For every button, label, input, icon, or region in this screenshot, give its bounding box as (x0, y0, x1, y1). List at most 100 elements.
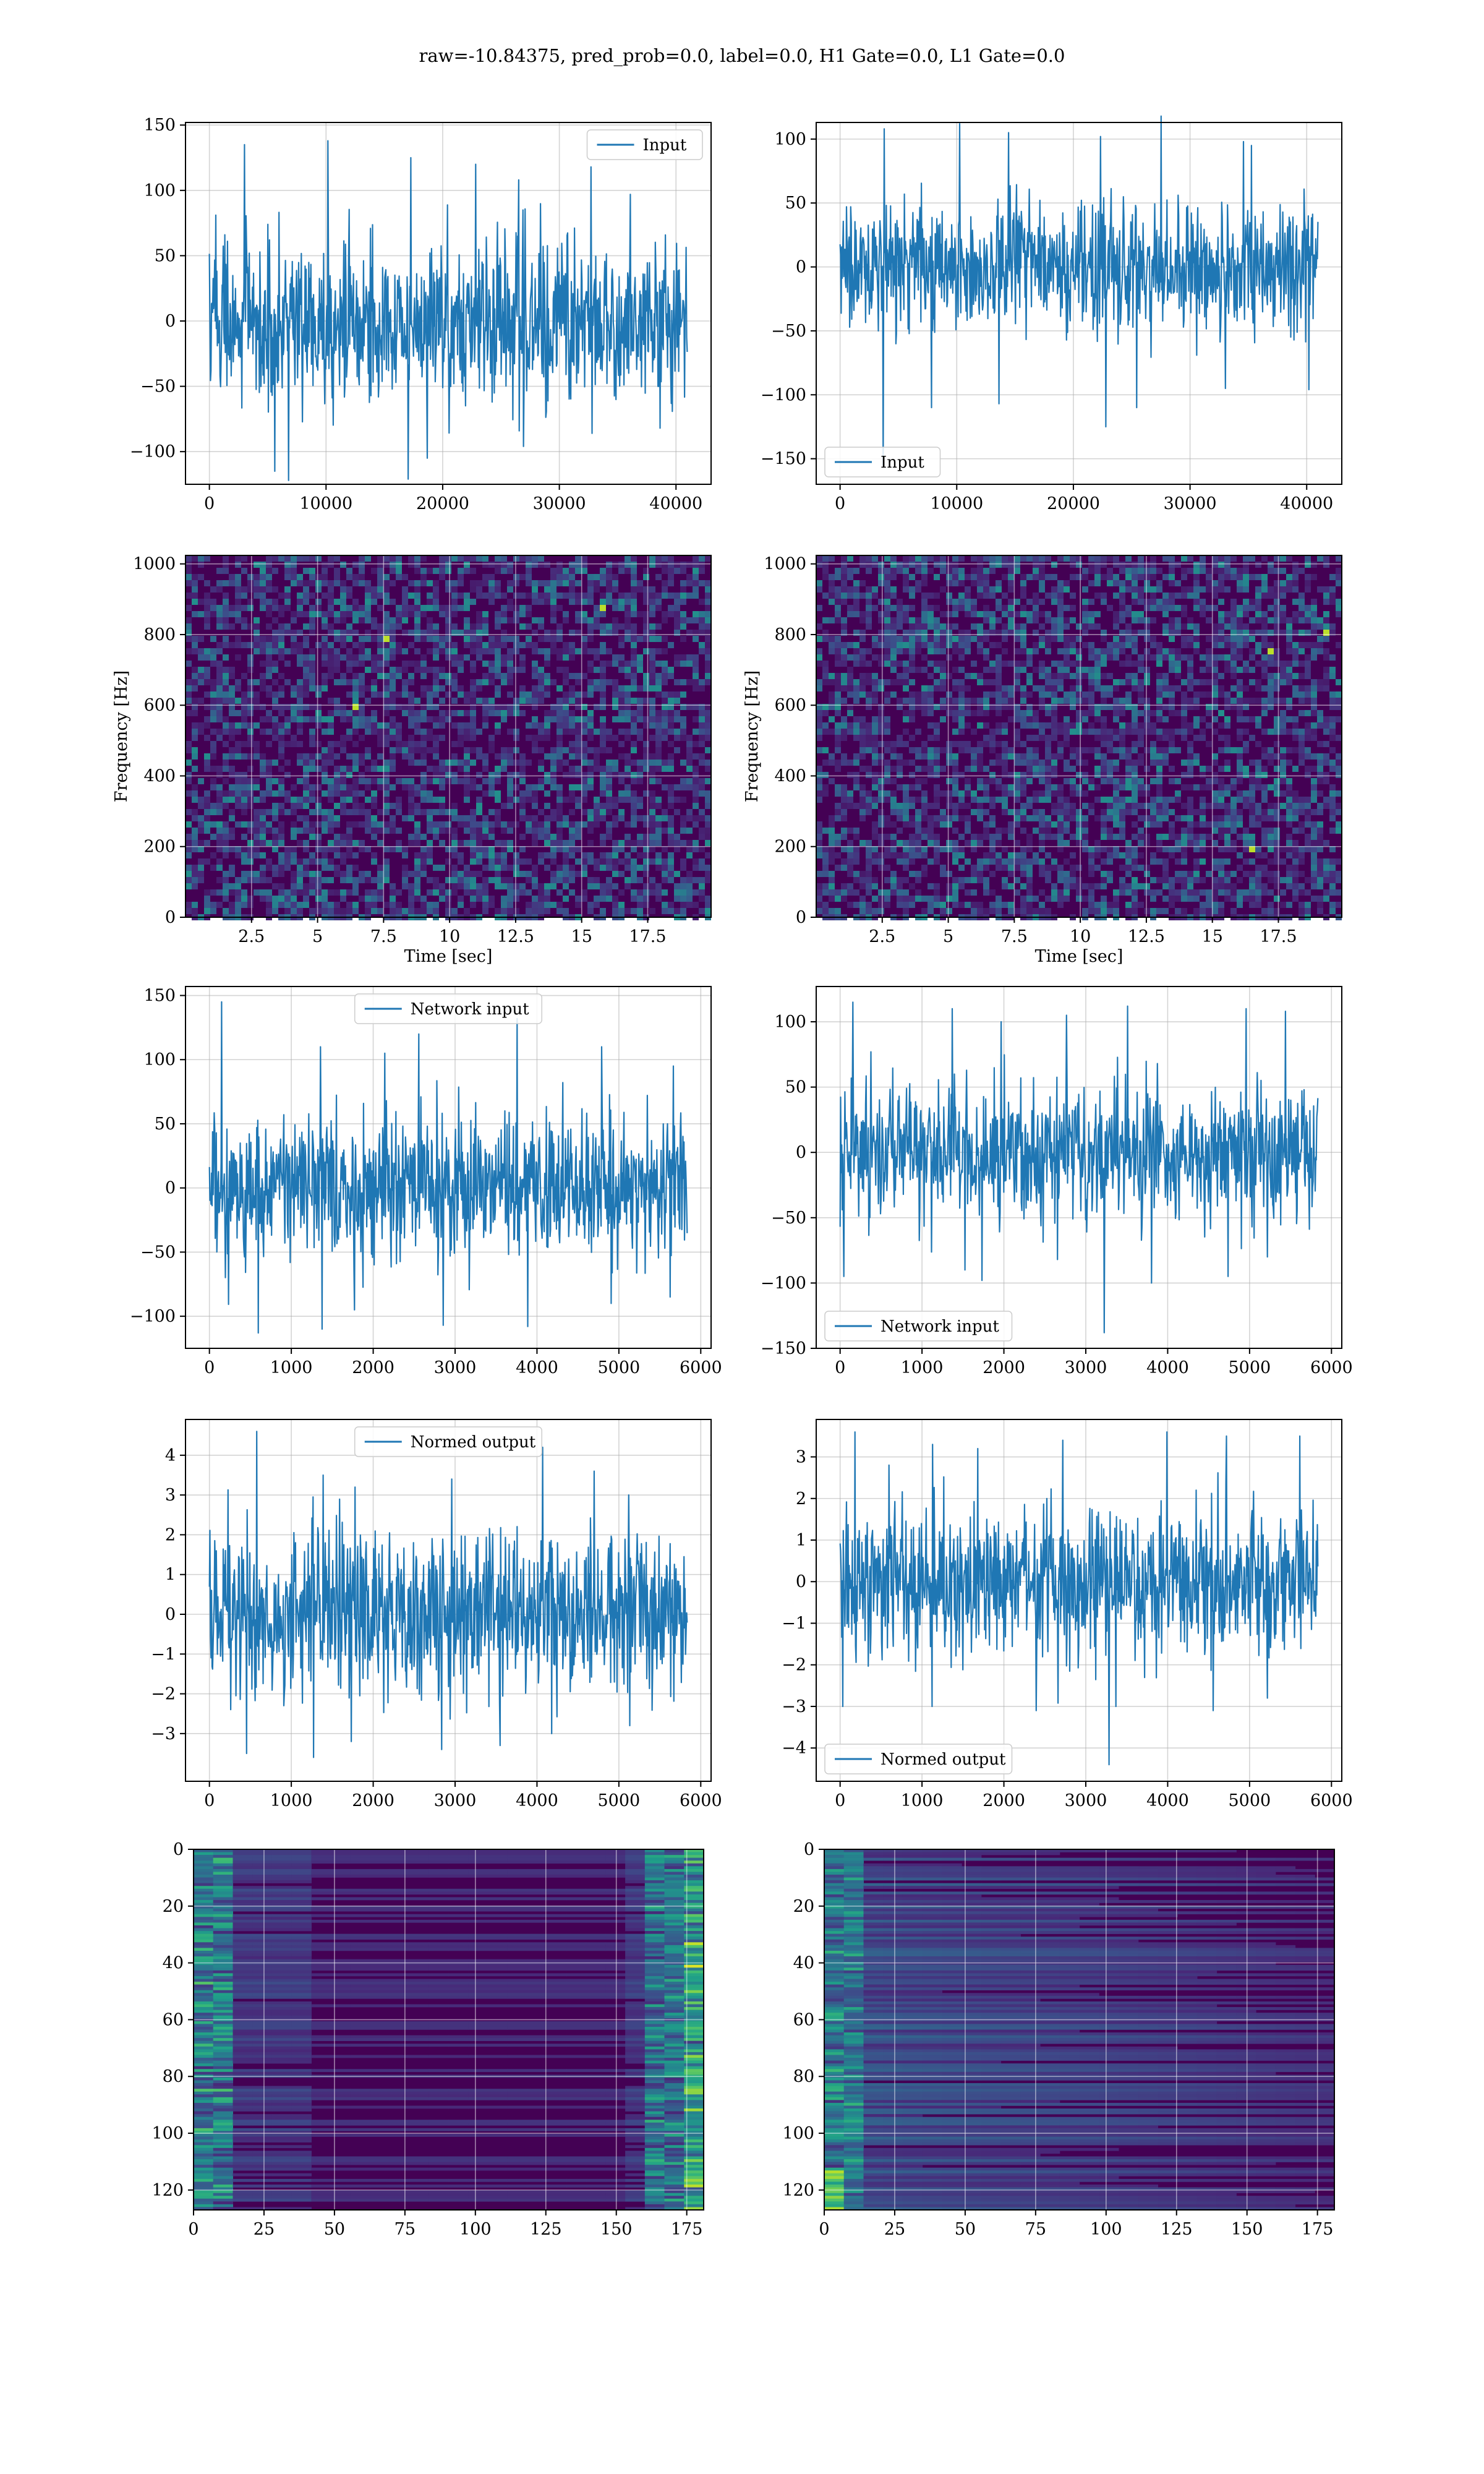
heatmap-cell (334, 698, 340, 704)
heatmap-cell (693, 667, 699, 673)
heatmap-cell (1280, 586, 1286, 593)
heatmap-cell (1193, 605, 1200, 611)
heatmap-cell (587, 883, 594, 889)
heatmap-cell (482, 753, 488, 760)
heatmap-cell (1200, 735, 1206, 741)
heatmap-cell (921, 753, 927, 760)
heatmap-cell (1138, 691, 1144, 698)
heatmap-cell (235, 710, 241, 716)
heatmap-cell (371, 710, 377, 716)
heatmap-cell (909, 562, 915, 568)
heatmap-cell (229, 797, 235, 803)
heatmap-cell (600, 691, 606, 698)
heatmap-cell (897, 704, 903, 710)
heatmap-cell (309, 580, 315, 586)
heatmap-cell (513, 797, 519, 803)
heatmap-cell (359, 648, 365, 654)
heatmap-cell (600, 623, 606, 630)
heatmap-cell (291, 797, 297, 803)
heatmap-cell (1286, 586, 1292, 593)
heatmap-cell (1212, 586, 1218, 593)
heatmap-cell (1119, 741, 1125, 747)
heatmap-cell (223, 691, 229, 698)
heatmap-cell (507, 648, 513, 654)
heatmap-cell (1274, 555, 1280, 562)
heatmap-cell (1181, 636, 1187, 642)
heatmap-cell (309, 766, 315, 772)
heatmap-cell (890, 753, 897, 760)
heatmap-cell (272, 902, 278, 908)
heatmap-cell (1026, 648, 1033, 654)
heatmap-cell (352, 883, 359, 889)
heatmap-cell (352, 790, 359, 797)
heatmap-cell (1261, 580, 1268, 586)
heatmap-cell (501, 883, 507, 889)
heatmap-cell (495, 654, 501, 661)
heatmap-cell (897, 562, 903, 568)
heatmap-cell (581, 772, 587, 778)
heatmap-cell (1156, 586, 1162, 593)
heatmap-cell (291, 889, 297, 896)
heatmap-cell (637, 902, 643, 908)
heatmap-cell (192, 599, 198, 605)
heatmap-cell (983, 722, 989, 729)
heatmap-cell (315, 586, 322, 593)
heatmap-cell (303, 889, 309, 896)
heatmap-cell (1193, 642, 1200, 648)
axes-frame (185, 555, 712, 918)
heatmap-cell (1237, 611, 1243, 617)
heatmap-cell (556, 865, 563, 871)
heatmap-cell (365, 846, 371, 852)
heatmap-cell (482, 642, 488, 648)
heatmap-cell (544, 815, 550, 821)
heatmap-cell (216, 716, 223, 722)
heatmap-cell (915, 630, 921, 636)
heatmap-cell (1243, 685, 1249, 691)
heatmap-cell (1132, 661, 1138, 667)
heatmap-cell (291, 846, 297, 852)
heatmap-cell (1323, 630, 1329, 636)
heatmap-cell (612, 821, 618, 828)
heatmap-cell (309, 555, 315, 562)
heatmap-cell (1020, 722, 1026, 729)
heatmap-cell (587, 828, 594, 834)
heatmap-cell (983, 698, 989, 704)
heatmap-cell (488, 821, 495, 828)
y-tick-label: −50 (140, 377, 176, 396)
heatmap-cell (247, 698, 254, 704)
heatmap-cell (606, 834, 612, 840)
heatmap-cell (1107, 642, 1113, 648)
heatmap-cell (693, 685, 699, 691)
heatmap-cell (859, 673, 866, 679)
heatmap-cell (420, 790, 427, 797)
heatmap-cell (841, 716, 847, 722)
heatmap-cell (513, 574, 519, 580)
heatmap-cell (365, 784, 371, 790)
heatmap-cell (1243, 580, 1249, 586)
heatmap-cell (699, 630, 705, 636)
heatmap-cell (216, 729, 223, 735)
heatmap-cell (501, 840, 507, 846)
heatmap-cell (1125, 661, 1132, 667)
heatmap-cell (278, 821, 284, 828)
heatmap-cell (600, 908, 606, 914)
heatmap-cell (859, 593, 866, 599)
heatmap-cell (427, 828, 433, 834)
heatmap-cell (822, 574, 829, 580)
heatmap-cell (1292, 642, 1298, 648)
heatmap-cell (223, 568, 229, 574)
heatmap-cell (439, 642, 445, 648)
heatmap-cell (1119, 580, 1125, 586)
heatmap-cell (371, 623, 377, 630)
heatmap-cell (693, 846, 699, 852)
heatmap-cell (625, 766, 631, 772)
heatmap-cell (408, 716, 414, 722)
heatmap-cell (1002, 698, 1008, 704)
heatmap-cell (1237, 735, 1243, 741)
heatmap-cell (464, 654, 470, 661)
heatmap-cell (1002, 648, 1008, 654)
heatmap-cell (1175, 673, 1181, 679)
heatmap-cell (550, 611, 556, 617)
heatmap-cell (575, 722, 581, 729)
heatmap-cell (383, 698, 390, 704)
